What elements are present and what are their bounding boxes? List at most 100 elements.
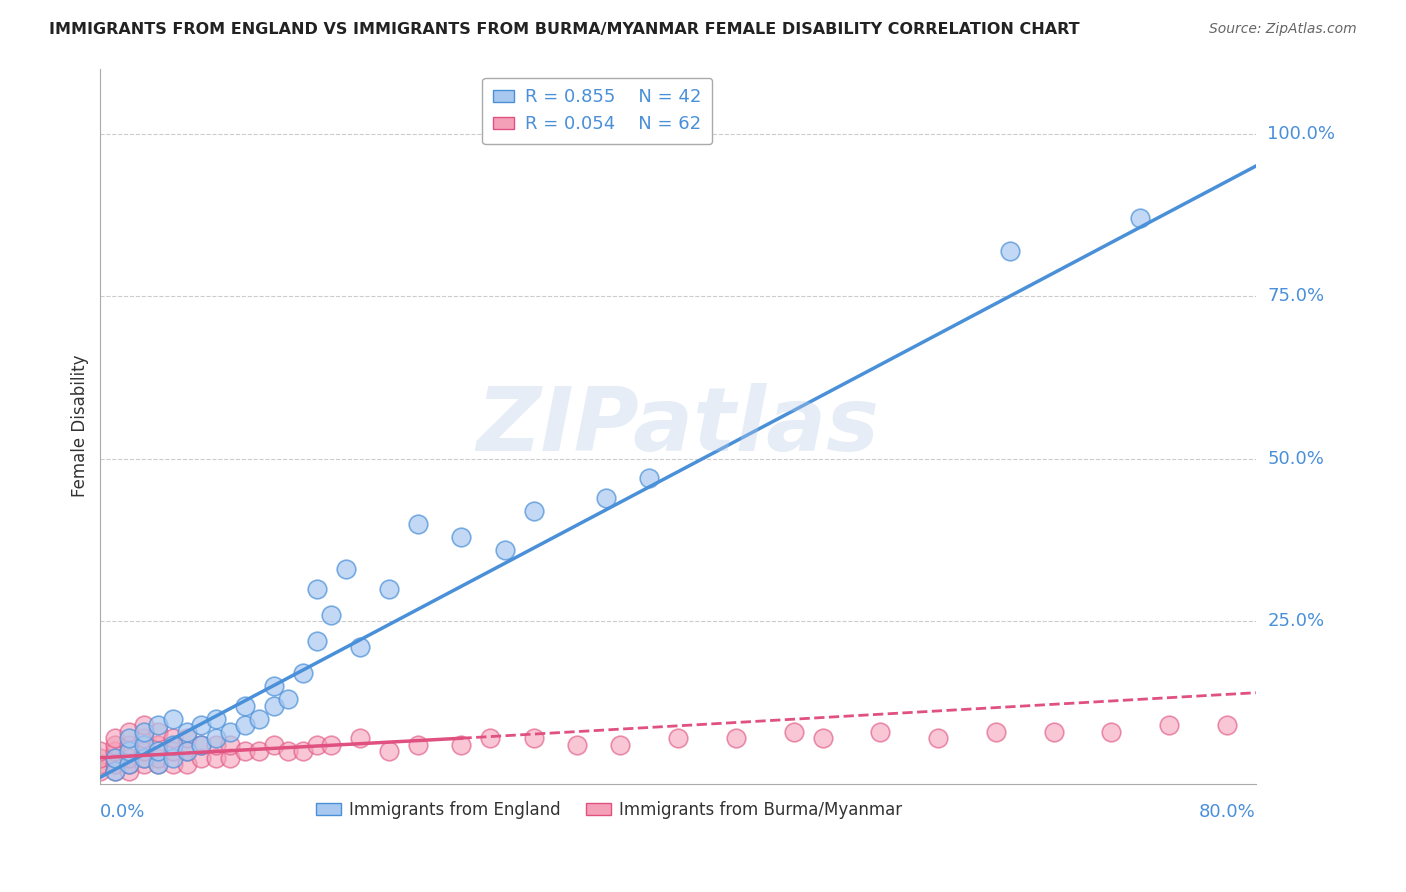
Point (219, 750, 242, 764)
Point (176, 744, 198, 758)
Point (219, 724, 242, 739)
Point (104, 764, 127, 778)
Point (104, 764, 127, 778)
Point (132, 744, 155, 758)
Point (335, 562, 357, 576)
Point (146, 738, 169, 752)
Point (479, 731, 502, 746)
Point (132, 750, 155, 764)
Point (378, 744, 401, 758)
Point (162, 757, 184, 772)
Y-axis label: Female Disability: Female Disability (72, 355, 89, 498)
Point (378, 582, 401, 596)
Point (132, 738, 155, 752)
Text: Source: ZipAtlas.com: Source: ZipAtlas.com (1209, 22, 1357, 37)
Point (1000, 244, 1022, 258)
Point (146, 718, 169, 732)
Point (523, 731, 546, 746)
Point (118, 757, 141, 772)
Point (176, 744, 198, 758)
Text: 100.0%: 100.0% (1267, 125, 1336, 143)
Point (233, 744, 256, 758)
Point (146, 750, 169, 764)
Point (523, 503, 546, 517)
Point (247, 712, 270, 726)
Text: ZIPatlas: ZIPatlas (477, 383, 880, 469)
Point (190, 738, 212, 752)
Point (89, 757, 111, 772)
Point (782, 724, 804, 739)
Point (595, 491, 617, 505)
Point (927, 731, 949, 746)
Text: IMMIGRANTS FROM ENGLAND VS IMMIGRANTS FROM BURMA/MYANMAR FEMALE DISABILITY CORRE: IMMIGRANTS FROM ENGLAND VS IMMIGRANTS FR… (49, 22, 1080, 37)
Point (205, 750, 228, 764)
Point (321, 607, 343, 622)
Point (263, 679, 285, 693)
Point (190, 718, 212, 732)
Point (406, 516, 429, 531)
Point (247, 744, 270, 758)
Point (132, 750, 155, 764)
Point (104, 731, 127, 746)
Point (132, 757, 155, 772)
Text: 80.0%: 80.0% (1199, 803, 1256, 822)
Point (104, 744, 127, 758)
Point (263, 698, 285, 713)
Point (869, 724, 891, 739)
Point (205, 738, 228, 752)
Text: 25.0%: 25.0% (1267, 612, 1324, 630)
Point (176, 731, 198, 746)
Point (89, 750, 111, 764)
Point (118, 731, 141, 746)
Point (277, 744, 299, 758)
Point (1129, 211, 1152, 225)
Point (162, 750, 184, 764)
Point (132, 724, 155, 739)
Point (565, 738, 588, 752)
Point (118, 764, 141, 778)
Point (305, 738, 328, 752)
Point (176, 724, 198, 739)
Point (219, 738, 242, 752)
Point (89, 764, 111, 778)
Point (146, 757, 169, 772)
Point (263, 738, 285, 752)
Point (1042, 724, 1064, 739)
Point (104, 757, 127, 772)
Point (450, 738, 472, 752)
Point (118, 724, 141, 739)
Point (233, 718, 256, 732)
Text: 50.0%: 50.0% (1267, 450, 1324, 467)
Point (132, 718, 155, 732)
Text: 75.0%: 75.0% (1267, 287, 1324, 305)
Point (349, 640, 371, 655)
Point (132, 731, 155, 746)
Point (305, 633, 328, 648)
Point (1216, 718, 1239, 732)
Point (118, 757, 141, 772)
Point (811, 731, 834, 746)
Point (305, 582, 328, 596)
Point (205, 731, 228, 746)
Point (609, 738, 631, 752)
Point (176, 757, 198, 772)
Point (321, 738, 343, 752)
Point (205, 712, 228, 726)
Point (89, 744, 111, 758)
Point (104, 738, 127, 752)
Point (190, 750, 212, 764)
Point (291, 666, 314, 681)
Point (1099, 724, 1122, 739)
Point (146, 757, 169, 772)
Point (450, 530, 472, 544)
Point (724, 731, 747, 746)
Legend: Immigrants from England, Immigrants from Burma/Myanmar: Immigrants from England, Immigrants from… (309, 794, 908, 825)
Point (162, 744, 184, 758)
Point (233, 698, 256, 713)
Point (406, 738, 429, 752)
Point (1159, 718, 1181, 732)
Point (118, 750, 141, 764)
Point (291, 744, 314, 758)
Point (104, 750, 127, 764)
Point (162, 731, 184, 746)
